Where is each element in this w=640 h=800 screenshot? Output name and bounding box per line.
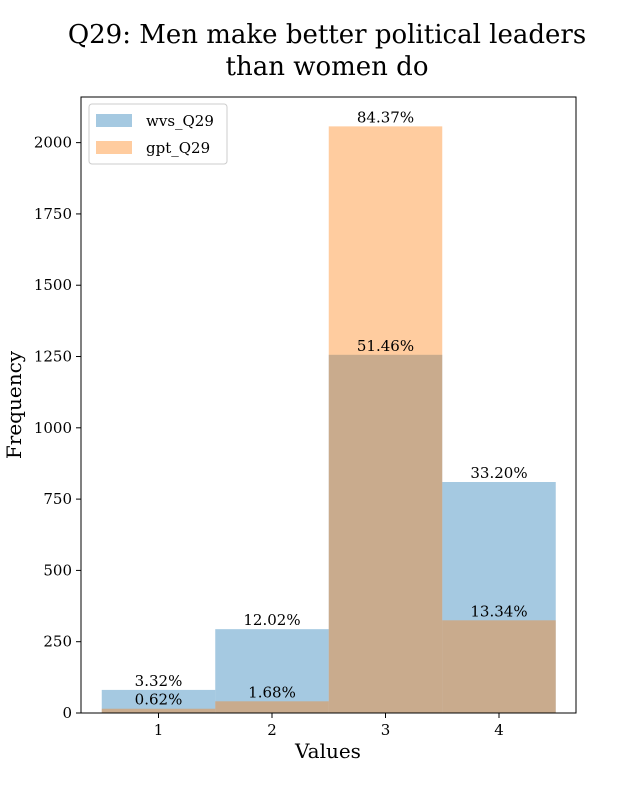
bars-layer: [101, 126, 556, 713]
legend: wvs_Q29 gpt_Q29: [88, 103, 228, 165]
bar-label-wvs_Q29-1: 3.32%: [135, 672, 183, 690]
y-tick-label-2000: 2000: [34, 134, 72, 152]
y-axis-label: Frequency: [2, 350, 26, 459]
y-tick-label-250: 250: [43, 633, 72, 651]
legend-label-wvs: wvs_Q29: [146, 112, 214, 130]
bar-wvs_Q29-4: [442, 482, 556, 713]
y-tick-label-1250: 1250: [34, 348, 72, 366]
bar-label-gpt_Q29-4: 13.34%: [470, 602, 527, 620]
bar-gpt_Q29-4: [442, 620, 556, 713]
y-tick-label-1000: 1000: [34, 419, 72, 437]
bar-label-gpt_Q29-1: 0.62%: [135, 691, 183, 709]
chart-title-line-1: Q29: Men make better political leaders: [68, 20, 586, 50]
y-axis-ticks: 0 250 500 750 1000 1250 1500 1750 2000: [34, 134, 81, 722]
bar-gpt_Q29-3: [328, 126, 443, 713]
plot-frame: [80, 96, 577, 714]
bar-gpt_Q29-1: [101, 708, 216, 713]
x-tick-label-4: 4: [494, 721, 504, 739]
bar-gpt_Q29-2: [215, 701, 329, 713]
bar-wvs_Q29-3: [328, 354, 443, 713]
bar-labels-layer: 3.32% 12.02% 51.46% 33.20% 0.62% 1.68% 84.37% 1…: [135, 108, 528, 708]
bar-label-wvs_Q29-4: 33.20%: [470, 464, 527, 482]
bar-label-gpt_Q29-3: 84.37%: [357, 108, 414, 126]
y-tick-label-750: 750: [43, 490, 72, 508]
x-axis-label: Values: [294, 739, 361, 763]
legend-label-gpt: gpt_Q29: [146, 139, 210, 157]
y-tick-label-1750: 1750: [34, 205, 72, 223]
bar-wvs_Q29-2: [215, 629, 329, 713]
x-tick-label-2: 2: [267, 721, 277, 739]
bar-label-gpt_Q29-2: 1.68%: [248, 683, 296, 701]
y-tick-label-1500: 1500: [34, 276, 72, 294]
x-tick-label-1: 1: [154, 721, 164, 739]
chart-title-line-2: than women do: [226, 52, 429, 82]
bar-label-wvs_Q29-2: 12.02%: [243, 611, 300, 629]
legend-swatch-wvs: [96, 114, 132, 127]
y-tick-label-500: 500: [43, 561, 72, 579]
bar-wvs_Q29-1: [101, 689, 216, 713]
x-tick-label-3: 3: [381, 721, 391, 739]
legend-swatch-gpt: [96, 141, 132, 154]
x-axis-ticks: 1 2 3 4: [154, 713, 504, 739]
legend-box: [88, 103, 228, 165]
y-tick-label-0: 0: [62, 704, 72, 722]
bar-label-wvs_Q29-3: 51.46%: [357, 337, 414, 355]
